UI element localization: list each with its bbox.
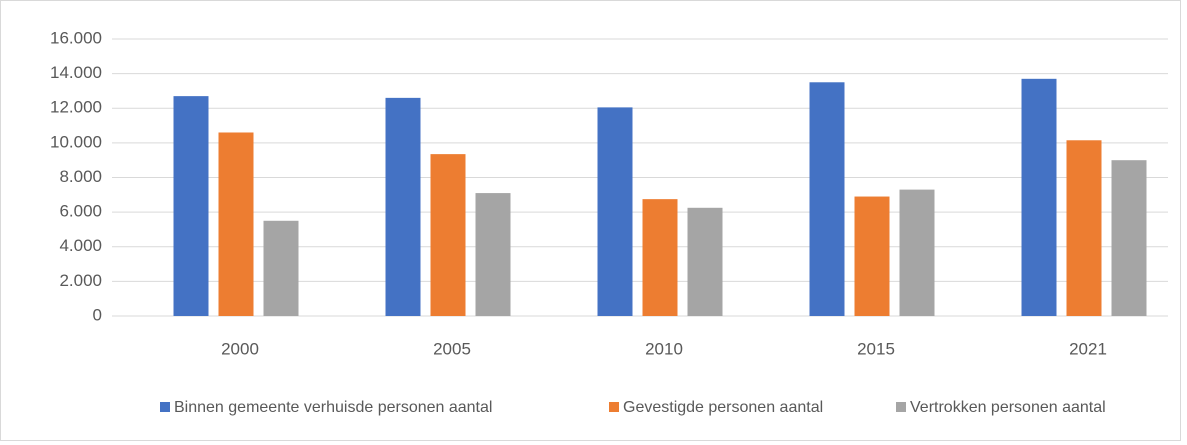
bar xyxy=(809,82,845,316)
y-tick-label: 14.000 xyxy=(50,63,102,82)
bar xyxy=(1111,160,1147,316)
y-tick-label: 0 xyxy=(93,305,102,324)
bar xyxy=(1066,140,1102,316)
bar xyxy=(173,96,209,316)
bar xyxy=(385,97,421,316)
y-tick-label: 4.000 xyxy=(59,236,102,255)
y-tick-label: 10.000 xyxy=(50,132,102,151)
y-tick-label: 12.000 xyxy=(50,98,102,117)
x-tick-label: 2000 xyxy=(221,339,259,358)
bar xyxy=(218,132,254,316)
legend-label: Gevestigde personen aantal xyxy=(623,399,823,416)
bar xyxy=(475,193,511,316)
x-tick-label: 2005 xyxy=(433,339,471,358)
bar xyxy=(597,107,633,317)
bar xyxy=(263,220,299,316)
bar xyxy=(430,154,466,316)
bar xyxy=(687,207,723,316)
bar xyxy=(899,189,935,316)
bar xyxy=(642,199,678,316)
bar xyxy=(1021,78,1057,316)
x-tick-label: 2021 xyxy=(1069,339,1107,358)
y-tick-label: 2.000 xyxy=(59,271,102,290)
x-tick-label: 2010 xyxy=(645,339,683,358)
legend-label: Binnen gemeente verhuisde personen aanta… xyxy=(174,399,492,416)
bar xyxy=(854,196,890,316)
legend-swatch xyxy=(609,402,619,412)
legend-swatch xyxy=(896,402,906,412)
legend-swatch xyxy=(160,402,170,412)
x-tick-label: 2015 xyxy=(857,339,895,358)
y-tick-label: 8.000 xyxy=(59,167,102,186)
y-tick-label: 6.000 xyxy=(59,202,102,221)
y-tick-label: 16.000 xyxy=(50,28,102,47)
legend-label: Vertrokken personen aantal xyxy=(910,399,1106,416)
